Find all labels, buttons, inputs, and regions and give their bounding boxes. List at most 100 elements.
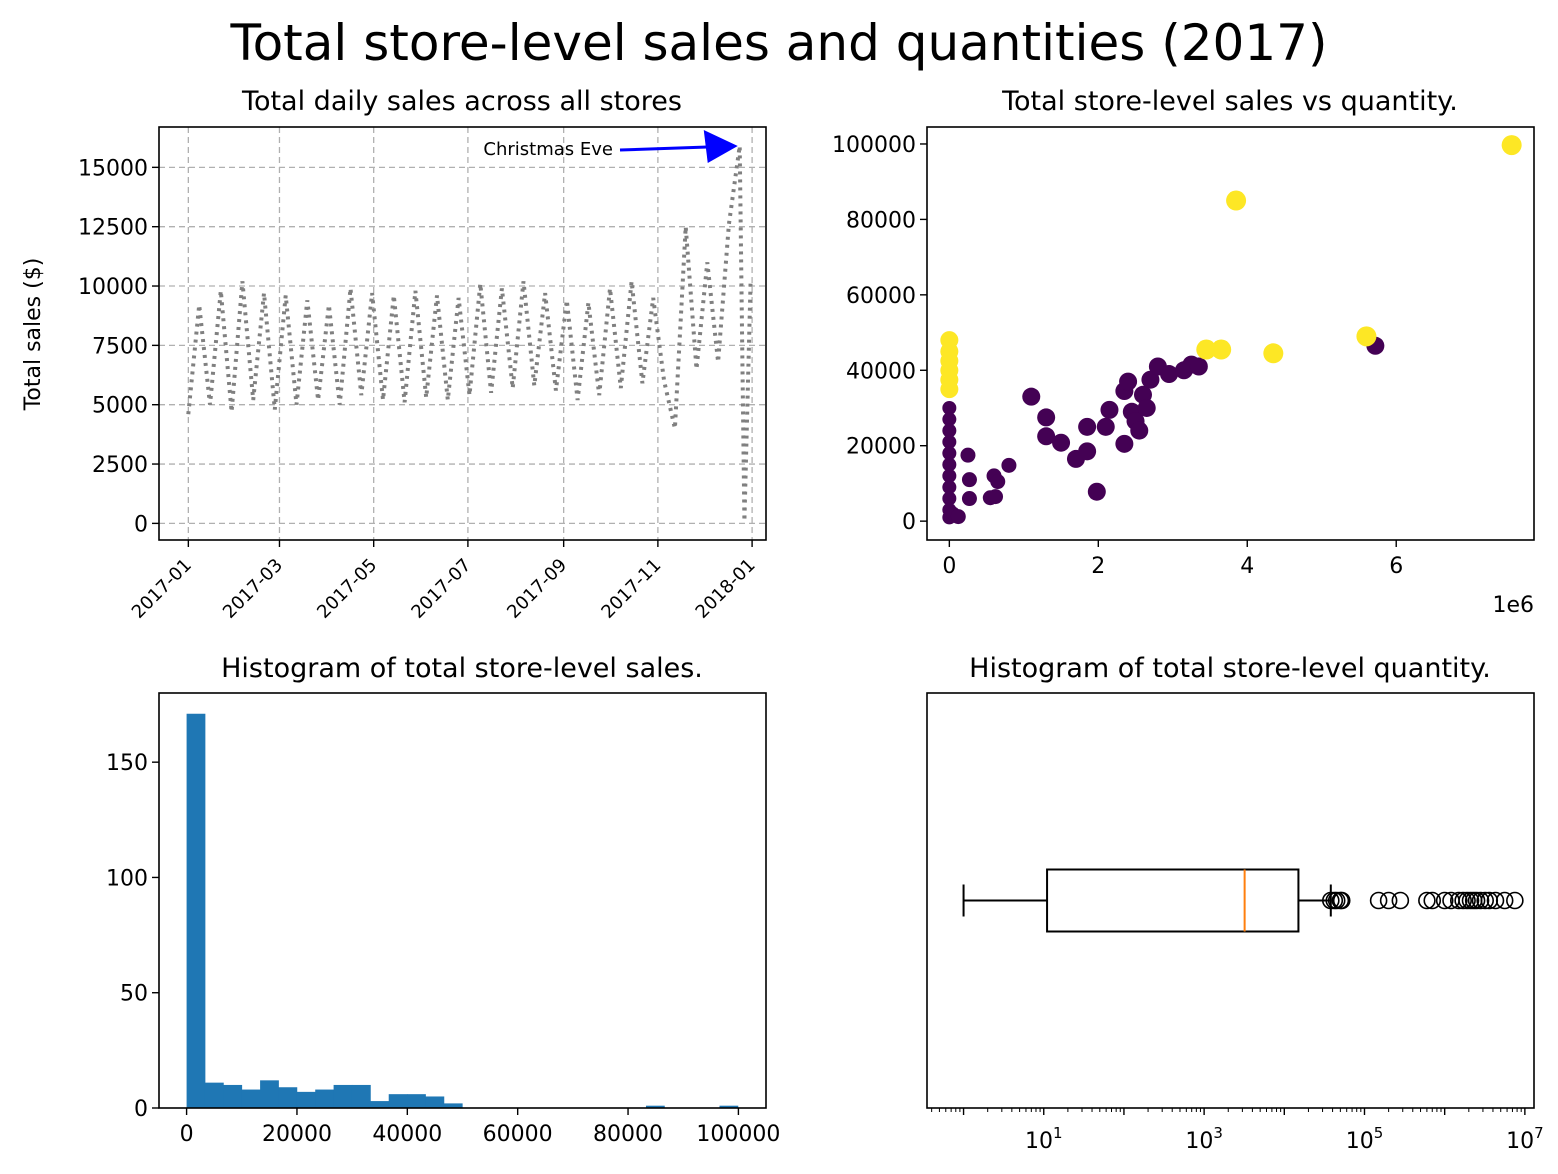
x-tick-label: 107	[1506, 1124, 1544, 1154]
outlier-point	[1327, 891, 1346, 910]
outlier-point	[1369, 891, 1388, 910]
y-tick-label: 60000	[846, 284, 916, 309]
panel-boxplot: Histogram of total store-level quantity.…	[926, 653, 1544, 1154]
x-tick-label: 60000	[483, 1122, 553, 1147]
scatter-point-low	[942, 468, 957, 483]
histogram-bar	[645, 1105, 665, 1108]
scatter-point-low	[990, 474, 1006, 490]
histogram-bar	[260, 1080, 279, 1108]
histogram-bar	[186, 713, 206, 1108]
outlier-point	[1467, 891, 1486, 910]
y-tick-label: 150	[106, 751, 148, 776]
histogram-bar	[223, 1084, 243, 1108]
panel-histogram: Histogram of total store-level sales. 0 2…	[106, 653, 780, 1147]
scatter-point-low	[942, 457, 957, 472]
scatter-point-high	[1226, 190, 1247, 211]
x-tick-label: 105	[1346, 1124, 1384, 1154]
x-tick-label: 40000	[372, 1122, 442, 1147]
histogram-bar	[296, 1091, 316, 1108]
outlier-point	[1476, 891, 1494, 910]
x-tick-label: 100000	[696, 1122, 780, 1147]
outlier-point	[1506, 891, 1524, 910]
x-tick-label: 101	[1025, 1124, 1063, 1154]
histogram-title: Histogram of total store-level sales.	[221, 653, 703, 684]
histogram-bar	[407, 1094, 426, 1108]
boxplot-title: Histogram of total store-level quantity.	[969, 653, 1491, 684]
panel-scatter-chart: Total store-level sales vs quantity. 0 2 4…	[832, 86, 1535, 618]
histogram-bars	[186, 713, 739, 1108]
x-tick-label: 2018-01	[692, 555, 760, 623]
y-tick-label: 12500	[78, 216, 148, 241]
outlier-point	[1454, 891, 1472, 910]
line-chart-frame	[158, 126, 767, 541]
scatter-point-low	[1100, 400, 1119, 419]
outlier-point	[1423, 891, 1442, 910]
y-tick-label: 0	[134, 512, 148, 537]
daily-sales-line	[186, 145, 753, 522]
scatter-point-low	[1119, 372, 1138, 391]
line-chart-annotation: Christmas Eve	[483, 129, 738, 163]
x-tick-label: 2017-03	[219, 555, 287, 623]
scatter-point-low	[1078, 442, 1097, 461]
annotation-arrow-head	[703, 129, 738, 163]
x-tick-label: 2017-07	[407, 555, 475, 623]
boxplot-frame	[926, 692, 1535, 1109]
x-tick-label: 2	[1091, 554, 1105, 579]
figure-suptitle: Total store-level sales and quantities (…	[230, 14, 1328, 72]
y-tick-label: 20000	[846, 435, 916, 460]
outlier-point	[1435, 891, 1454, 910]
annotation-label: Christmas Eve	[483, 139, 613, 160]
outlier-point	[1379, 891, 1398, 910]
scatter-point-low	[960, 447, 976, 463]
line-chart-ylabel: Total sales ($)	[21, 258, 46, 412]
histogram-bar	[719, 1105, 739, 1108]
histogram-bar	[425, 1096, 445, 1108]
scatter-point-low	[1037, 427, 1056, 446]
y-tick-label: 100	[106, 866, 148, 891]
x-tick-label: 2017-11	[597, 555, 665, 623]
scatter-point-low	[1115, 434, 1134, 453]
outlier-point	[1486, 891, 1505, 910]
scatter-point-high	[1263, 343, 1284, 364]
line-chart-title: Total daily sales across all stores	[241, 86, 682, 117]
x-tick-label: 103	[1185, 1124, 1223, 1154]
histogram-bar	[204, 1082, 224, 1108]
scatter-point-low	[942, 480, 957, 495]
histogram-bar	[370, 1101, 390, 1108]
scatter-point-low	[1022, 387, 1041, 406]
scatter-point-low	[942, 412, 957, 427]
x-tick-label: 20000	[262, 1122, 332, 1147]
histogram-bar	[443, 1103, 463, 1108]
line-chart-xticks: 2017-01 2017-03 2017-05 2017-07 2017-09 2017-…	[128, 540, 760, 623]
scatter-chart-frame	[926, 126, 1535, 541]
scatter-point-low	[942, 446, 957, 461]
scatter-point-high	[1356, 326, 1377, 347]
line-chart-series	[186, 145, 753, 522]
scatter-point-low	[961, 491, 977, 507]
scatter-point-low	[942, 423, 957, 438]
scatter-point-high	[1196, 339, 1217, 360]
scatter-point-low	[1001, 457, 1017, 473]
scatter-point-low	[1160, 365, 1179, 384]
scatter-point-low	[1052, 433, 1071, 452]
y-tick-label: 10000	[78, 275, 148, 300]
line-chart-grid	[159, 127, 766, 540]
outlier-point	[1332, 891, 1351, 910]
y-tick-label: 0	[134, 1097, 148, 1122]
outlier-point	[1449, 891, 1468, 910]
scatter-point-low	[1141, 370, 1160, 389]
scatter-point-low	[942, 491, 957, 506]
scatter-point-low	[1096, 417, 1115, 436]
y-tick-label: 7500	[92, 334, 148, 359]
x-tick-label: 6	[1389, 554, 1403, 579]
scatter-point-low	[961, 472, 977, 488]
outlier-point	[1471, 891, 1490, 910]
x-tick-label: 2017-01	[128, 555, 196, 623]
x-tick-label: 80000	[593, 1122, 663, 1147]
scatter-point-low	[942, 400, 957, 415]
box-iqr	[1046, 868, 1300, 933]
y-tick-label: 0	[902, 510, 916, 535]
x-tick-label: 0	[942, 554, 956, 579]
boxplot-xticks: 101 103 105 107	[931, 1108, 1544, 1154]
